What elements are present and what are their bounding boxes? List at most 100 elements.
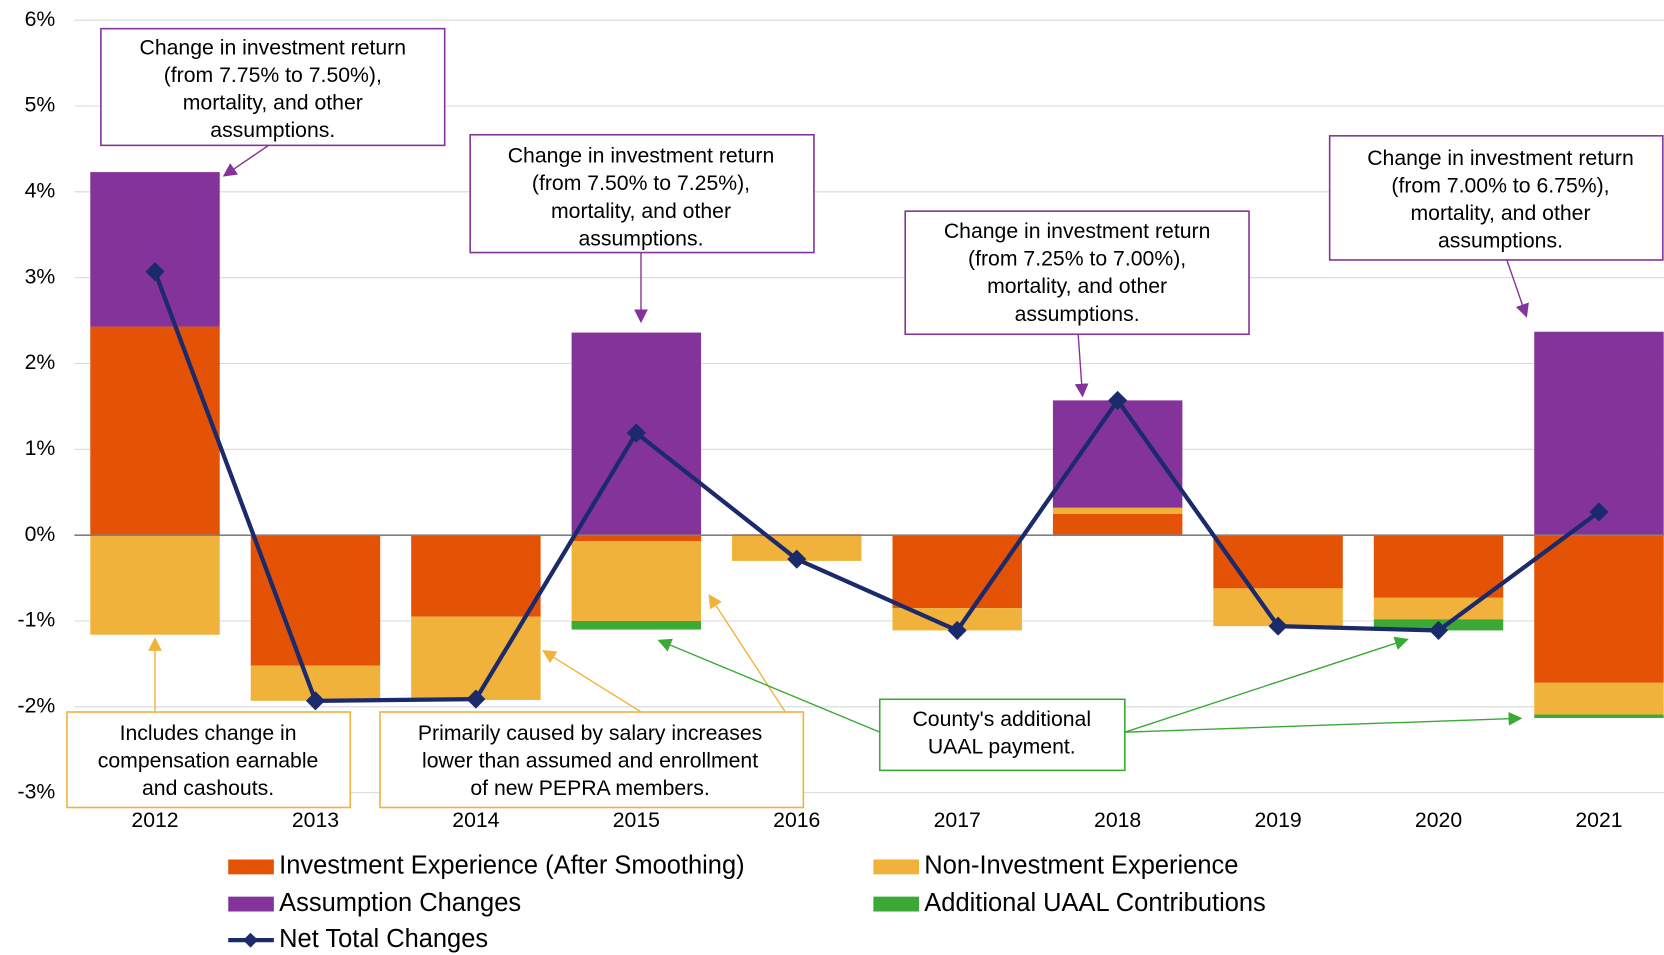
net-marker bbox=[145, 262, 165, 282]
annotation-text: compensation earnable bbox=[98, 749, 319, 772]
y-tick-label: 3% bbox=[25, 265, 56, 288]
annotation-text: mortality, and other bbox=[1410, 202, 1590, 225]
annotation-text: Primarily caused by salary increases bbox=[418, 722, 762, 745]
annotation-arrow bbox=[1124, 711, 1523, 733]
x-tick-label: 2019 bbox=[1254, 809, 1301, 832]
annotation-text: Change in investment return bbox=[508, 145, 775, 168]
annotation-arrow bbox=[1074, 334, 1089, 398]
annotation-text: (from 7.75% to 7.50%), bbox=[164, 64, 382, 87]
bar-segment bbox=[1373, 597, 1504, 620]
annotation-text: Change in investment return bbox=[140, 36, 407, 59]
legend-label: Investment Experience (After Smoothing) bbox=[279, 852, 744, 880]
bars: 2012 2013 2014 2015 2016 2017 2018 2019 2020 2021 bbox=[74, 172, 1664, 832]
y-tick-label: 4% bbox=[25, 179, 56, 202]
net-marker bbox=[466, 689, 486, 709]
net-marker bbox=[1589, 502, 1609, 522]
annotation-text: mortality, and other bbox=[551, 200, 731, 223]
legend-swatch bbox=[873, 896, 920, 912]
y-tick-label: -2% bbox=[18, 694, 56, 717]
annotation-text: mortality, and other bbox=[987, 275, 1167, 298]
annotation-box bbox=[66, 711, 352, 809]
bar-segment bbox=[90, 326, 220, 536]
annotation-arrow bbox=[1124, 636, 1409, 733]
x-tick-label: 2021 bbox=[1575, 809, 1622, 832]
annotation-text: Change in investment return bbox=[1367, 147, 1634, 170]
bar-segment bbox=[250, 535, 381, 666]
bar-segment bbox=[1052, 513, 1183, 536]
bar-segment bbox=[892, 608, 1022, 631]
annotation-arrow bbox=[222, 144, 269, 177]
bar-segment bbox=[1052, 507, 1183, 514]
annotation-text: County's additional bbox=[912, 708, 1091, 731]
x-tick-label: 2015 bbox=[613, 809, 660, 832]
annotation-text: (from 7.50% to 7.25%), bbox=[532, 172, 750, 195]
annotation-box bbox=[469, 133, 815, 254]
net-marker bbox=[1428, 620, 1449, 640]
annotation-box bbox=[379, 711, 805, 809]
annotation-arrow bbox=[1506, 259, 1529, 318]
annotation-box bbox=[904, 210, 1250, 336]
legend-swatch bbox=[228, 896, 274, 912]
x-tick-label: 2012 bbox=[131, 809, 178, 832]
annotation-text: Change in investment return bbox=[944, 220, 1211, 243]
annotation-box bbox=[1328, 135, 1664, 261]
y-tick-label: -1% bbox=[18, 609, 56, 632]
y-tick-label: 6% bbox=[25, 8, 56, 31]
x-tick-label: 2017 bbox=[934, 809, 981, 832]
legend-label: Additional UAAL Contributions bbox=[924, 889, 1265, 917]
bar-segment bbox=[90, 535, 220, 635]
annotation-text: (from 7.00% to 6.75%), bbox=[1391, 174, 1609, 197]
net-line bbox=[153, 270, 1601, 703]
bar-segment bbox=[1534, 682, 1664, 715]
y-tick-label: -3% bbox=[18, 780, 56, 803]
annotation-arrow bbox=[708, 594, 786, 713]
x-tick-label: 2016 bbox=[773, 809, 820, 832]
bar-segment bbox=[1534, 331, 1664, 536]
overlay: Change in investment return (from 7.75% t… bbox=[66, 27, 1664, 953]
x-tick-label: 2014 bbox=[452, 809, 499, 832]
annotation-arrow bbox=[542, 650, 642, 713]
net-marker bbox=[1108, 390, 1128, 410]
annotation-text: assumptions. bbox=[578, 227, 703, 250]
annotation-text: assumptions. bbox=[1438, 230, 1563, 253]
annotation-arrow bbox=[657, 638, 881, 733]
bar-segment bbox=[411, 616, 541, 700]
y-tick-label: 5% bbox=[25, 94, 56, 117]
net-marker bbox=[787, 549, 807, 569]
annotation-text: lower than assumed and enrollment bbox=[422, 749, 758, 772]
bar-segment bbox=[571, 620, 702, 630]
annotation-text: (from 7.25% to 7.00%), bbox=[968, 248, 1186, 271]
bar-segment bbox=[411, 535, 541, 617]
bar-segment bbox=[571, 541, 702, 621]
x-tick-label: 2018 bbox=[1094, 809, 1141, 832]
legend-label: Net Total Changes bbox=[279, 925, 488, 953]
legend-label: Assumption Changes bbox=[279, 889, 521, 917]
legend-label: Non-Investment Experience bbox=[924, 852, 1238, 880]
annotation-text: and cashouts. bbox=[142, 777, 274, 800]
bar-segment bbox=[892, 535, 1022, 609]
bar-segment bbox=[1534, 714, 1664, 718]
annotation-text: assumptions. bbox=[1015, 303, 1140, 326]
annotation-text: mortality, and other bbox=[183, 92, 363, 115]
legend-swatch bbox=[873, 859, 920, 875]
annotation-text: Includes change in bbox=[120, 722, 297, 745]
legend-swatch bbox=[243, 932, 258, 948]
annotation-box bbox=[100, 27, 446, 147]
y-tick-label: 2% bbox=[25, 351, 56, 374]
bar-segment bbox=[571, 535, 702, 542]
y-tick-label: 1% bbox=[25, 437, 56, 460]
x-tick-label: 2020 bbox=[1415, 809, 1462, 832]
y-tick-label: 0% bbox=[25, 523, 56, 546]
annotation-text: assumptions. bbox=[210, 119, 335, 142]
bar-segment bbox=[1534, 535, 1664, 683]
x-tick-label: 2013 bbox=[292, 809, 339, 832]
net-marker bbox=[1268, 616, 1288, 636]
bar-segment bbox=[1052, 400, 1183, 508]
annotation-text: UAAL payment. bbox=[928, 736, 1076, 759]
bar-segment bbox=[1373, 535, 1504, 598]
legend-swatch bbox=[228, 859, 274, 875]
annotation-box bbox=[878, 698, 1126, 772]
bar-segment bbox=[90, 172, 220, 327]
annotation-text: of new PEPRA members. bbox=[470, 777, 709, 800]
